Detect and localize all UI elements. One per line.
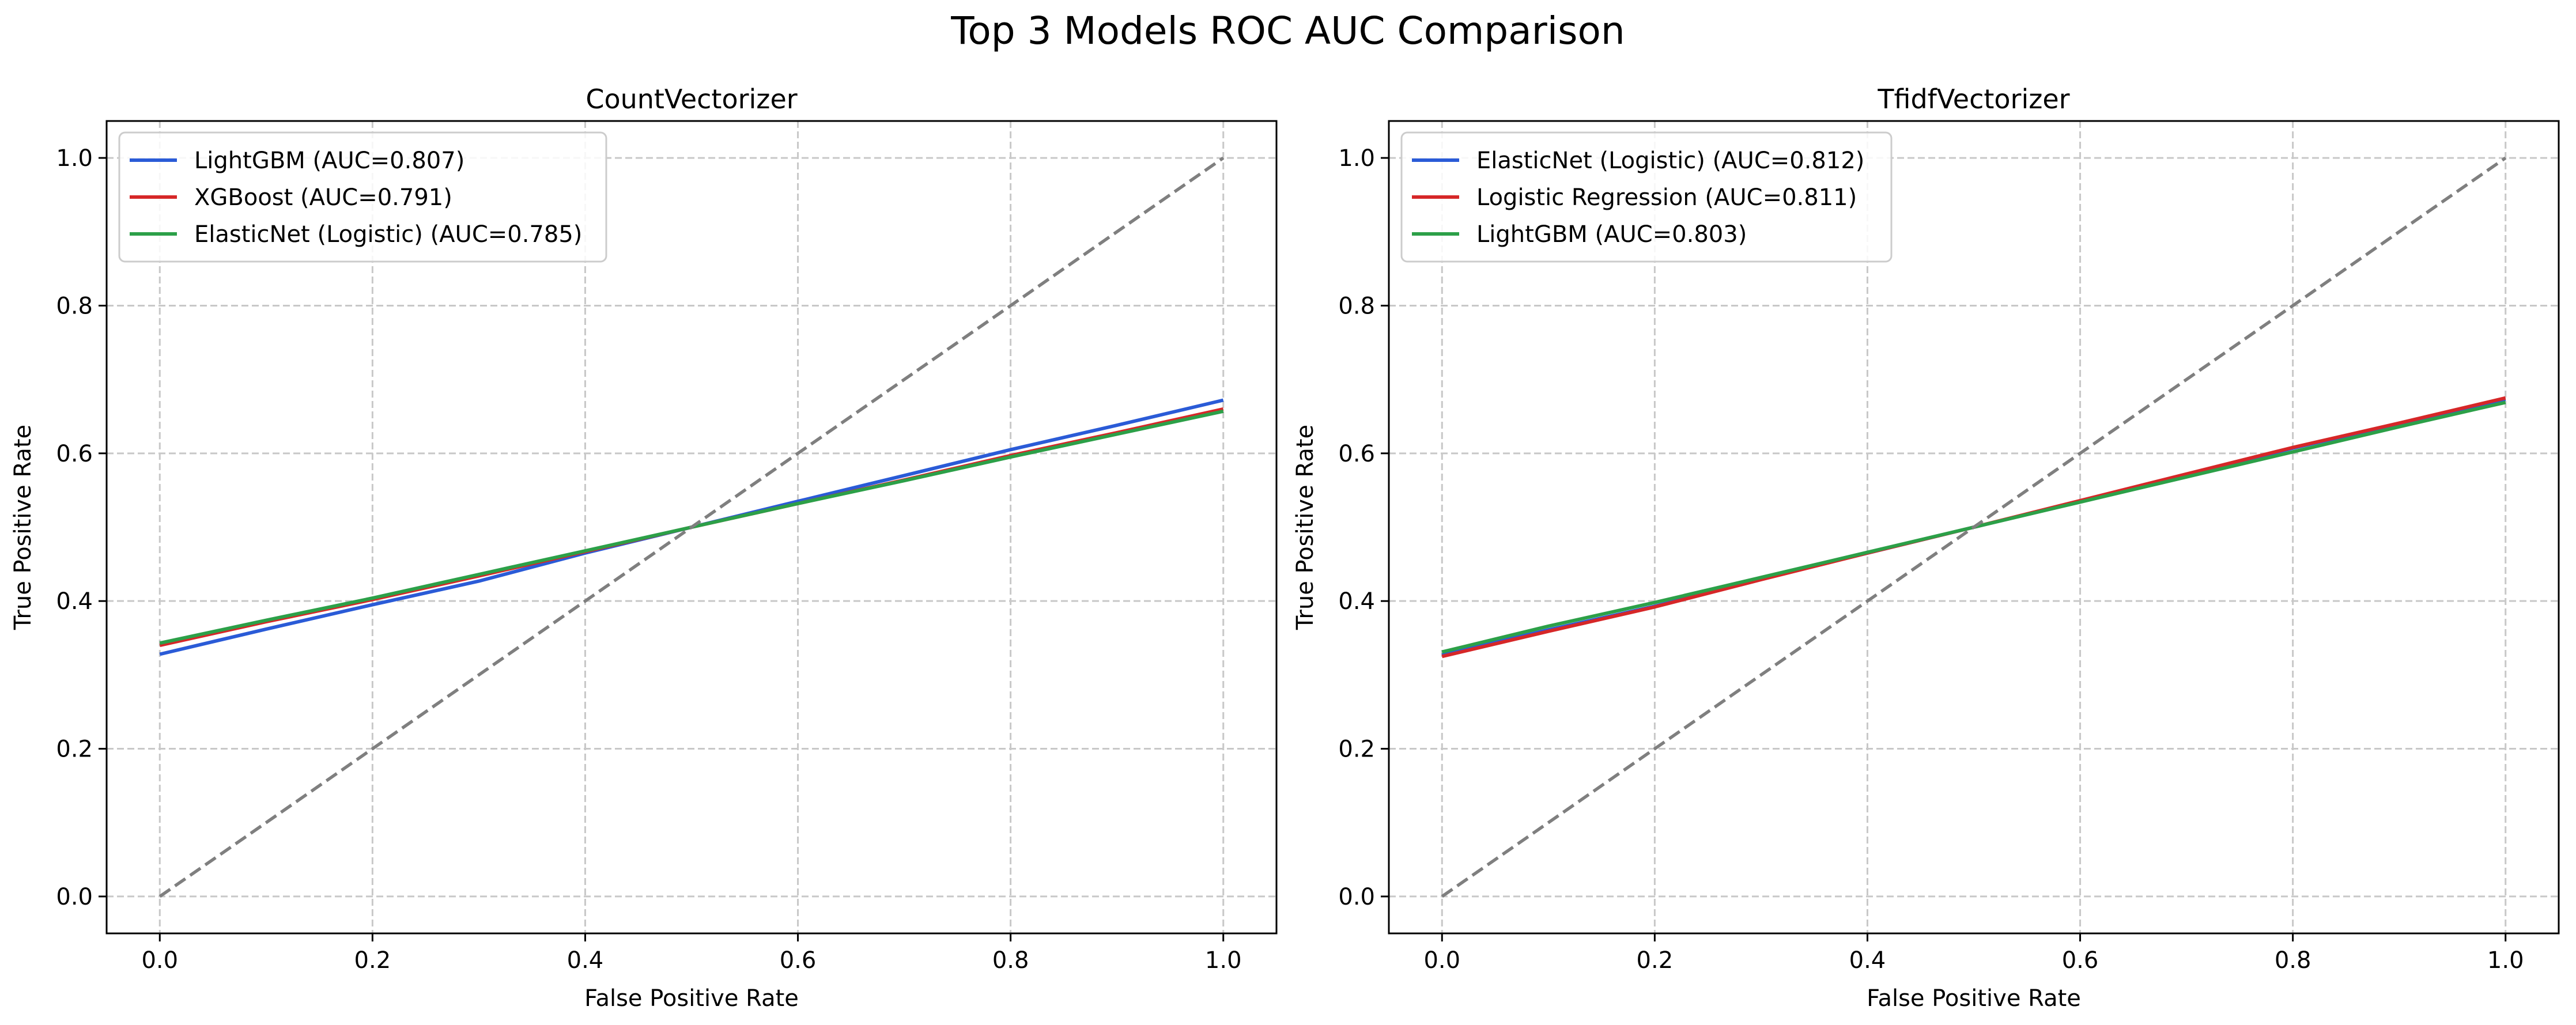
figure-title: Top 3 Models ROC AUC Comparison bbox=[950, 9, 1625, 53]
x-tick-label: 0.4 bbox=[567, 947, 604, 974]
x-tick-label: 0.2 bbox=[354, 947, 391, 974]
tfidfvectorizer-panel: 0.0 0.2 0.4 0.6 0.8 1.0 0.0 0.2 0.4 0.6 0.8 1.0 Tfid… bbox=[1292, 84, 2560, 1012]
y-tick-label: 0.0 bbox=[56, 884, 93, 910]
x-tick-label: 0.6 bbox=[2062, 947, 2099, 974]
axes-frame bbox=[105, 120, 1278, 935]
legend-label: ElasticNet (Logistic) (AUC=0.785) bbox=[194, 221, 582, 248]
x-axis-label: False Positive Rate bbox=[1867, 985, 2081, 1012]
subplot-title: CountVectorizer bbox=[586, 84, 797, 115]
y-tick-label: 1.0 bbox=[56, 145, 93, 172]
legend-label: XGBoost (AUC=0.791) bbox=[194, 184, 452, 211]
x-tick-label: 0.4 bbox=[1849, 947, 1886, 974]
x-tick-label: 1.0 bbox=[2487, 947, 2524, 974]
y-tick-label: 1.0 bbox=[1338, 145, 1375, 172]
legend: ElasticNet (Logistic) (AUC=0.812) Logisti… bbox=[1400, 131, 1893, 263]
axes-frame bbox=[1388, 120, 2560, 935]
y-tick-label: 0.2 bbox=[1338, 736, 1375, 763]
y-tick-label: 0.4 bbox=[56, 588, 93, 615]
y-tick-label: 0.6 bbox=[1338, 441, 1375, 467]
legend-label: ElasticNet (Logistic) (AUC=0.812) bbox=[1476, 147, 1864, 174]
y-axis-label: True Positive Rate bbox=[1292, 425, 1319, 630]
x-tick-label: 0.0 bbox=[141, 947, 178, 974]
legend: LightGBM (AUC=0.807) XGBoost (AUC=0.791) E… bbox=[118, 131, 607, 263]
x-axis-label: False Positive Rate bbox=[584, 985, 799, 1012]
x-tick-label: 0.6 bbox=[780, 947, 817, 974]
countvectorizer-panel: 0.0 0.2 0.4 0.6 0.8 1.0 0.0 0.2 0.4 0.6 0.8 1.0 Coun… bbox=[10, 84, 1278, 1012]
legend-label: Logistic Regression (AUC=0.811) bbox=[1476, 184, 1857, 211]
y-tick-label: 0.2 bbox=[56, 736, 93, 763]
x-tick-label: 0.2 bbox=[1637, 947, 1674, 974]
y-tick-label: 0.8 bbox=[1338, 293, 1375, 319]
legend-label: LightGBM (AUC=0.807) bbox=[194, 147, 464, 174]
legend-box bbox=[1400, 131, 1893, 263]
subplot-title: TfidfVectorizer bbox=[1877, 84, 2069, 115]
random-classifier-diagonal-line bbox=[158, 156, 1225, 898]
y-tick-label: 0.8 bbox=[56, 293, 93, 319]
legend-box bbox=[118, 131, 607, 263]
x-tick-label: 0.8 bbox=[992, 947, 1029, 974]
x-tick-label: 0.0 bbox=[1423, 947, 1460, 974]
y-tick-label: 0.0 bbox=[1338, 884, 1375, 910]
legend-label: LightGBM (AUC=0.803) bbox=[1476, 221, 1747, 248]
y-tick-label: 0.6 bbox=[56, 441, 93, 467]
y-axis-label: True Positive Rate bbox=[10, 425, 36, 630]
x-tick-label: 1.0 bbox=[1205, 947, 1242, 974]
x-tick-label: 0.8 bbox=[2275, 947, 2311, 974]
random-classifier-diagonal-line bbox=[1441, 156, 2507, 898]
y-tick-label: 0.4 bbox=[1338, 588, 1375, 615]
